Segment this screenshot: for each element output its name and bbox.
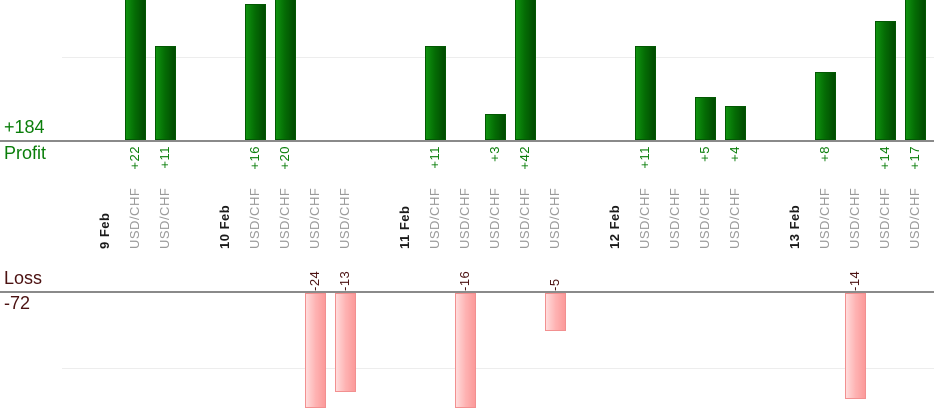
symbol-label-text: USD/CHF <box>247 187 262 249</box>
loss-gridline <box>62 368 934 369</box>
profit-bar <box>425 46 446 140</box>
profit-value-label-text: +17 <box>907 146 922 170</box>
symbol-label-text: USD/CHF <box>877 187 892 249</box>
profit-axis-label: Profit <box>4 143 47 163</box>
symbol-label-text: USD/CHF <box>667 187 682 249</box>
profit-bar <box>275 0 296 140</box>
profit-bar <box>905 0 926 140</box>
profit-value-label-text: +42 <box>517 146 532 170</box>
profit-value-label-text: +11 <box>637 146 652 169</box>
profit-bar <box>245 4 266 140</box>
profit-bar <box>155 46 176 140</box>
profit-value-label-text: +14 <box>877 146 892 170</box>
profit-bar <box>725 106 746 140</box>
loss-value-label-text: -14 <box>847 270 862 291</box>
profit-bar <box>515 0 536 140</box>
loss-bar <box>455 293 476 408</box>
profit-value-label-text: +8 <box>817 146 832 162</box>
date-label-text: 12 Feb <box>607 204 622 249</box>
profit-bar <box>125 0 146 140</box>
profit-bar <box>815 72 836 140</box>
profit-value-label-text: +3 <box>487 146 502 162</box>
profit-total: +184 <box>4 117 45 137</box>
profit-bar <box>875 21 896 140</box>
profit-value-label-text: +22 <box>127 146 142 170</box>
symbol-label-text: USD/CHF <box>847 187 862 249</box>
loss-value-label-text: -16 <box>457 270 472 291</box>
symbol-label-text: USD/CHF <box>547 187 562 249</box>
symbol-label-text: USD/CHF <box>817 187 832 249</box>
loss-axis-label: Loss <box>4 268 43 288</box>
loss-bar <box>845 293 866 399</box>
loss-axis-line <box>0 291 934 293</box>
profit-bar <box>635 46 656 140</box>
profit-bar <box>485 114 506 140</box>
date-label-text: 9 Feb <box>97 212 112 249</box>
symbol-label-text: USD/CHF <box>157 187 172 249</box>
profit-bar <box>695 97 716 140</box>
profit-value-label-text: +16 <box>247 146 262 170</box>
date-label-text: 13 Feb <box>787 204 802 249</box>
profit-value-label-text: +11 <box>157 146 172 169</box>
symbol-label-text: USD/CHF <box>457 187 472 249</box>
profit-axis-line <box>0 140 934 142</box>
loss-total: -72 <box>4 293 31 313</box>
symbol-label-text: USD/CHF <box>277 187 292 249</box>
loss-value-label-text: -5 <box>547 278 562 291</box>
loss-value-label-text: -13 <box>337 270 352 291</box>
profit-value-label-text: +11 <box>427 146 442 169</box>
profit-value-label-text: +4 <box>727 146 742 162</box>
symbol-label-text: USD/CHF <box>697 187 712 249</box>
date-label-text: 10 Feb <box>217 204 232 249</box>
symbol-label-text: USD/CHF <box>427 187 442 249</box>
symbol-label-text: USD/CHF <box>727 187 742 249</box>
profit-value-label-text: +20 <box>277 146 292 170</box>
symbol-label-text: USD/CHF <box>487 187 502 249</box>
loss-value-label-text: -24 <box>307 270 322 291</box>
date-label-text: 11 Feb <box>397 205 412 249</box>
loss-bar <box>305 293 326 408</box>
loss-bar <box>335 293 356 392</box>
symbol-label-text: USD/CHF <box>337 187 352 249</box>
profit-value-label-text: +5 <box>697 146 712 162</box>
loss-bar <box>545 293 566 331</box>
symbol-label-text: USD/CHF <box>127 187 142 249</box>
profit-gridline <box>62 57 934 58</box>
symbol-label-text: USD/CHF <box>907 187 922 249</box>
symbol-label-text: USD/CHF <box>637 187 652 249</box>
symbol-label-text: USD/CHF <box>517 187 532 249</box>
symbol-label-text: USD/CHF <box>307 187 322 249</box>
